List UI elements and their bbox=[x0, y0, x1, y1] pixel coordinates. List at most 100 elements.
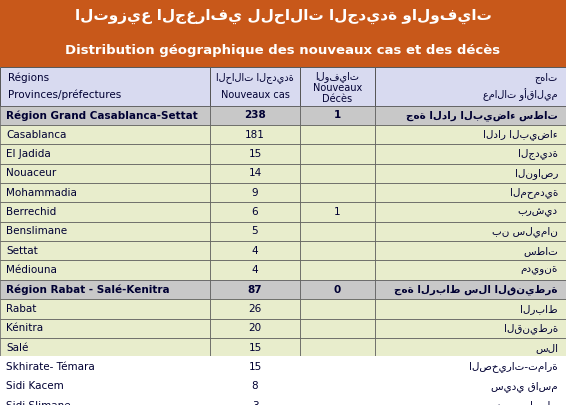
Bar bbox=[0, 222, 210, 241]
Text: Casablanca: Casablanca bbox=[6, 130, 66, 140]
Bar bbox=[375, 144, 566, 164]
Bar bbox=[210, 144, 300, 164]
Text: Sidi Slimane: Sidi Slimane bbox=[6, 401, 71, 405]
Bar bbox=[210, 106, 300, 125]
Bar bbox=[210, 125, 300, 144]
Bar bbox=[210, 222, 300, 241]
Text: 9: 9 bbox=[252, 188, 258, 198]
Bar bbox=[0, 280, 210, 299]
Text: Région Grand Casablanca-Settat: Région Grand Casablanca-Settat bbox=[6, 110, 198, 121]
Bar bbox=[0, 164, 210, 183]
Text: 87: 87 bbox=[248, 285, 262, 294]
Bar bbox=[300, 280, 375, 299]
Bar bbox=[0, 0, 566, 34]
Bar bbox=[300, 319, 375, 338]
Bar bbox=[375, 67, 566, 106]
Bar bbox=[0, 319, 210, 338]
Text: Région Rabat - Salé-Kenitra: Région Rabat - Salé-Kenitra bbox=[6, 284, 170, 295]
Bar bbox=[0, 338, 210, 357]
Bar bbox=[375, 396, 566, 405]
Text: Nouveaux: Nouveaux bbox=[313, 83, 362, 93]
Bar bbox=[300, 222, 375, 241]
Text: القنيطرة: القنيطرة bbox=[504, 323, 558, 334]
Text: El Jadida: El Jadida bbox=[6, 149, 51, 159]
Bar bbox=[0, 34, 566, 67]
Text: سيدي قاسم: سيدي قاسم bbox=[491, 381, 558, 392]
Text: الصخيرات-تمارة: الصخيرات-تمارة bbox=[469, 362, 558, 373]
Bar bbox=[210, 164, 300, 183]
Bar bbox=[0, 299, 210, 319]
Bar bbox=[300, 299, 375, 319]
Text: الحالات الجديدة: الحالات الجديدة bbox=[216, 72, 294, 83]
Text: بن سليمان: بن سليمان bbox=[492, 226, 558, 237]
Text: الجديدة: الجديدة bbox=[518, 149, 558, 160]
Bar bbox=[300, 183, 375, 202]
Bar bbox=[210, 396, 300, 405]
Text: الرباط: الرباط bbox=[520, 304, 558, 314]
Bar bbox=[375, 241, 566, 260]
Text: Settat: Settat bbox=[6, 246, 38, 256]
Text: 1: 1 bbox=[334, 110, 341, 120]
Bar bbox=[210, 202, 300, 222]
Bar bbox=[210, 299, 300, 319]
Text: Benslimane: Benslimane bbox=[6, 226, 67, 237]
Bar bbox=[375, 164, 566, 183]
Text: 8: 8 bbox=[252, 382, 258, 391]
Bar bbox=[0, 357, 210, 377]
Bar bbox=[375, 125, 566, 144]
Text: Kénitra: Kénitra bbox=[6, 323, 43, 333]
Bar bbox=[300, 338, 375, 357]
Text: Rabat: Rabat bbox=[6, 304, 36, 314]
Bar bbox=[375, 377, 566, 396]
Text: سطات: سطات bbox=[523, 246, 558, 256]
Text: المحمدية: المحمدية bbox=[509, 187, 558, 198]
Text: مديونة: مديونة bbox=[521, 265, 558, 275]
Bar bbox=[0, 396, 210, 405]
Text: 3: 3 bbox=[252, 401, 258, 405]
Bar bbox=[300, 125, 375, 144]
Bar bbox=[300, 241, 375, 260]
Bar bbox=[300, 202, 375, 222]
Text: جهات: جهات bbox=[535, 72, 558, 83]
Bar bbox=[375, 319, 566, 338]
Text: سيدي سليمان: سيدي سليمان bbox=[476, 400, 558, 405]
Bar bbox=[375, 299, 566, 319]
Text: الدار البيضاء: الدار البيضاء bbox=[483, 129, 558, 140]
Bar bbox=[0, 144, 210, 164]
Text: 238: 238 bbox=[244, 110, 266, 120]
Text: Salé: Salé bbox=[6, 343, 28, 353]
Bar bbox=[375, 183, 566, 202]
Text: Régions: Régions bbox=[8, 72, 49, 83]
Text: 5: 5 bbox=[252, 226, 258, 237]
Text: Décès: Décès bbox=[323, 94, 353, 104]
Bar bbox=[210, 67, 300, 106]
Text: جهة الدار البيضاء سطات: جهة الدار البيضاء سطات bbox=[406, 110, 558, 121]
Bar bbox=[0, 183, 210, 202]
Text: 6: 6 bbox=[252, 207, 258, 217]
Bar bbox=[0, 241, 210, 260]
Bar bbox=[375, 338, 566, 357]
Bar bbox=[300, 260, 375, 280]
Text: 4: 4 bbox=[252, 246, 258, 256]
Text: Nouveaux cas: Nouveaux cas bbox=[221, 90, 289, 100]
Bar bbox=[210, 338, 300, 357]
Bar bbox=[375, 357, 566, 377]
Bar bbox=[300, 106, 375, 125]
Bar bbox=[300, 67, 375, 106]
Text: التوزيع الجغرافي للحالات الجديدة والوفيات: التوزيع الجغرافي للحالات الجديدة والوفيا… bbox=[75, 9, 491, 24]
Text: جهة الرباط سلا القنيطرة: جهة الرباط سلا القنيطرة bbox=[395, 284, 558, 295]
Text: 20: 20 bbox=[248, 323, 261, 333]
Text: 0: 0 bbox=[334, 285, 341, 294]
Text: الوفيات: الوفيات bbox=[315, 71, 359, 82]
Bar bbox=[300, 396, 375, 405]
Text: Mohammadia: Mohammadia bbox=[6, 188, 77, 198]
Text: Skhirate- Témara: Skhirate- Témara bbox=[6, 362, 95, 372]
Bar bbox=[0, 377, 210, 396]
Bar bbox=[375, 106, 566, 125]
Bar bbox=[0, 202, 210, 222]
Text: Nouaceur: Nouaceur bbox=[6, 168, 56, 178]
Text: عمالات وأقاليم: عمالات وأقاليم bbox=[483, 88, 558, 101]
Bar bbox=[210, 319, 300, 338]
Text: 181: 181 bbox=[245, 130, 265, 140]
Text: 1: 1 bbox=[334, 207, 341, 217]
